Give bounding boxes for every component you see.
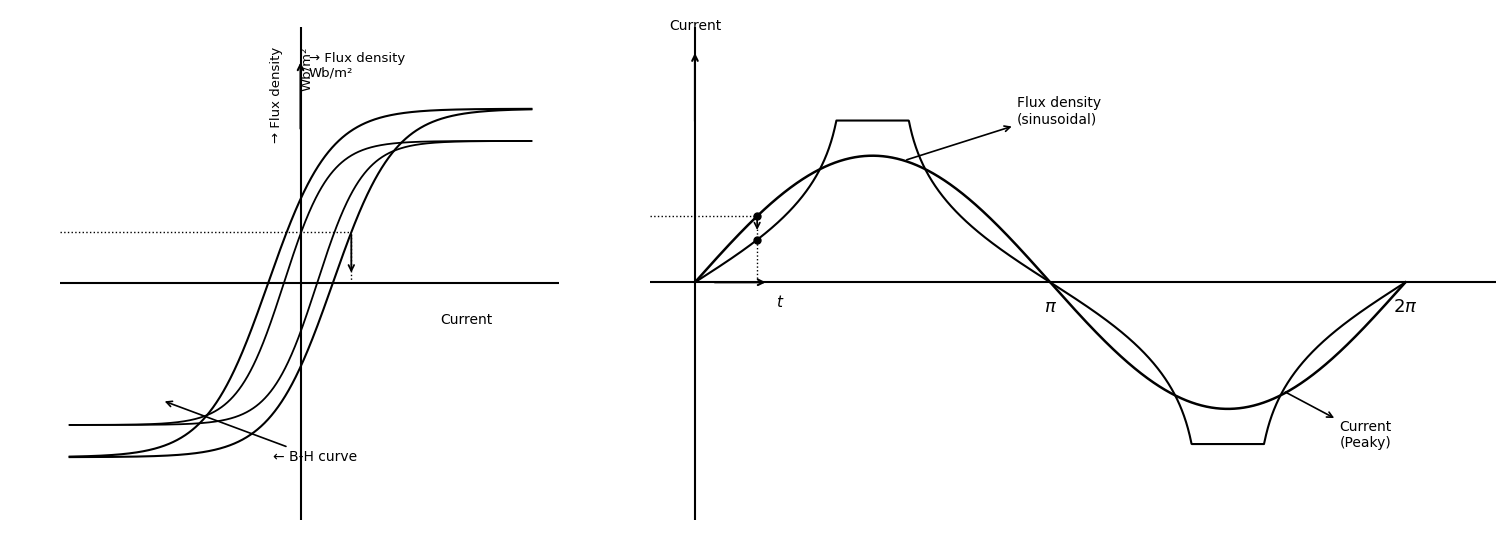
Text: → Flux density: → Flux density	[270, 47, 283, 143]
Text: → Flux density
Wb/m²: → Flux density Wb/m²	[308, 52, 405, 80]
Text: $\pi$: $\pi$	[1044, 298, 1056, 316]
Text: ← B-H curve: ← B-H curve	[166, 401, 357, 464]
Text: $2\pi$: $2\pi$	[1393, 298, 1417, 316]
Text: Flux density
(sinusoidal): Flux density (sinusoidal)	[907, 96, 1102, 160]
Text: Current
(Peaky): Current (Peaky)	[1286, 392, 1392, 450]
Text: Current: Current	[669, 19, 721, 33]
Text: t: t	[777, 295, 783, 310]
Text: Wb/m²: Wb/m²	[299, 47, 313, 91]
Text: Current: Current	[441, 313, 493, 327]
